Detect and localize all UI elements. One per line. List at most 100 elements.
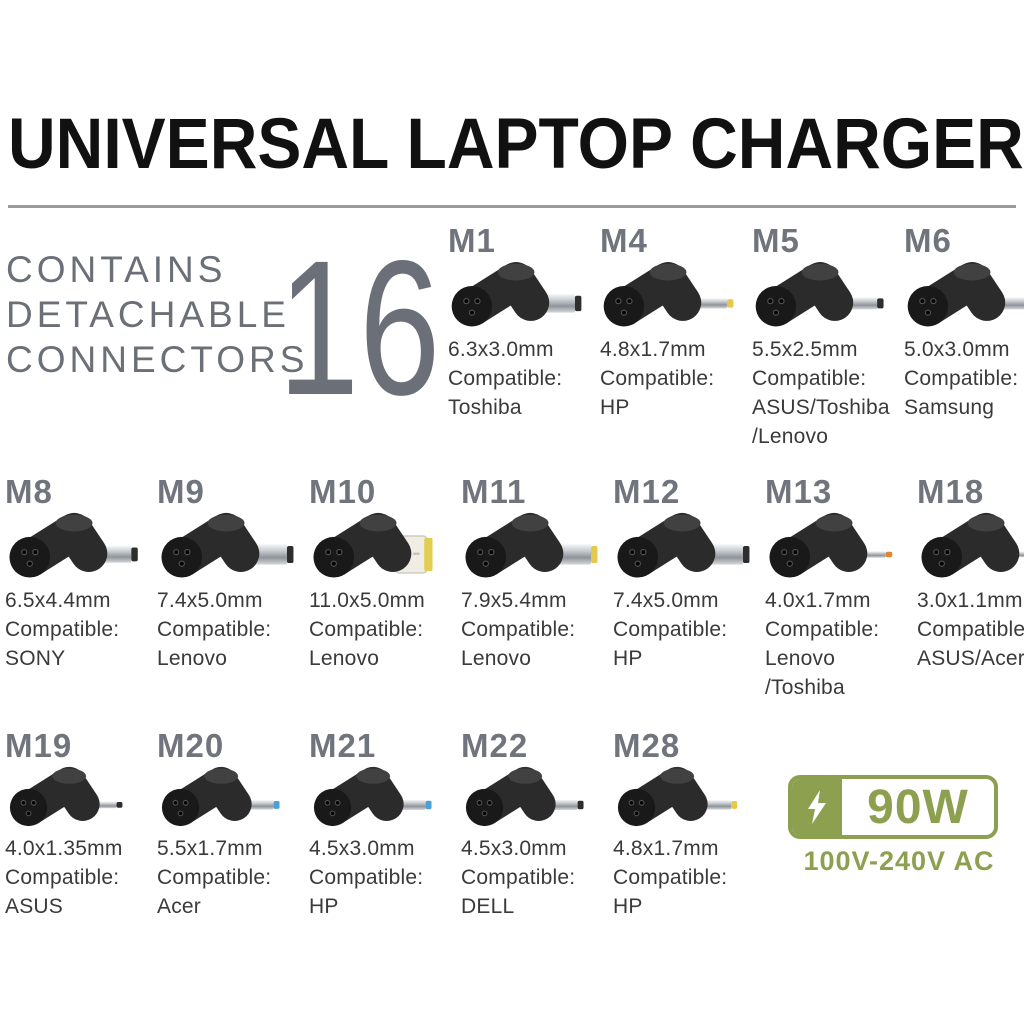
connector-size: 4.8x1.7mm [613,837,719,860]
connector-brand-line: Samsung [904,396,995,419]
connector-brand-line: ASUS/Acer [917,647,1024,670]
connector-spec: 11.0x5.0mm Compatible: Lenovo [309,586,461,673]
connector-spec: 5.0x3.0mm Compatible: Samsung [904,335,1024,422]
connector-card: M11 7.9x5.4mm Compatible: Lenovo [461,474,613,702]
connector-plug-illustration [309,512,461,584]
connector-model: M20 [157,727,225,764]
connector-row-3: M19 4.0x1.35mm Compatible: ASUS M20 5.5x… [5,728,765,921]
connector-plug-illustration [752,261,904,333]
connector-brand-line: /Toshiba [765,676,845,699]
connector-brand-line: DELL [461,895,515,918]
connector-brands: ASUS/Acer [917,644,1024,673]
connector-size: 7.4x5.0mm [613,589,719,612]
connector-compatible-label: Compatible: [752,367,867,390]
connector-brands: Samsung [904,393,1024,422]
connector-card: M28 4.8x1.7mm Compatible: HP [613,728,765,921]
connector-brand-line: HP [309,895,339,918]
connector-card: M8 6.5x4.4mm Compatible: SONY [5,474,157,702]
connector-plug-illustration [461,766,613,832]
connector-size: 4.0x1.7mm [765,589,871,612]
page-title: UNIVERSAL LAPTOP CHARGER [8,103,1024,183]
connector-compatible-label: Compatible: [461,866,576,889]
connector-brand-line: HP [613,895,643,918]
connector-size: 4.5x3.0mm [309,837,415,860]
connector-plug-illustration [613,512,765,584]
connector-compatible-label: Compatible: [309,866,424,889]
connector-count: 16 [278,220,441,435]
connector-size: 5.0x3.0mm [904,338,1010,361]
connector-compatible-label: Compatible: [5,866,120,889]
connector-brands: Lenovo [157,644,309,673]
connector-spec: 7.4x5.0mm Compatible: HP [613,586,765,673]
connector-compatible-label: Compatible: [448,367,563,390]
connector-brand-line: SONY [5,647,66,670]
connector-size: 7.4x5.0mm [157,589,263,612]
connector-card: M19 4.0x1.35mm Compatible: ASUS [5,728,157,921]
connector-size: 4.5x3.0mm [461,837,567,860]
connector-plug-illustration [5,512,157,584]
connector-brands: SONY [5,644,157,673]
connector-plug-illustration [5,766,157,832]
connector-size: 6.5x4.4mm [5,589,111,612]
connector-brands: Lenovo [309,644,461,673]
connector-brands: HP [600,393,752,422]
connector-size: 6.3x3.0mm [448,338,554,361]
connector-plug-illustration [157,512,309,584]
connector-model: M9 [157,473,205,510]
connector-brand-line: HP [600,396,630,419]
connector-plug-illustration [613,766,765,832]
connector-compatible-label: Compatible: [613,618,728,641]
connector-plug-illustration [461,512,613,584]
connector-model: M11 [461,473,527,510]
connector-brand-line: Toshiba [448,396,522,419]
contains-text-block: CONTAINS DETACHABLE CONNECTORS [6,247,308,382]
connector-spec: 7.9x5.4mm Compatible: Lenovo [461,586,613,673]
connector-brands: ASUS [5,892,157,921]
connector-compatible-label: Compatible: [157,618,272,641]
connector-brand-line: Lenovo [461,647,532,670]
contains-line-3: CONNECTORS [6,339,309,380]
lightning-bolt-icon [792,779,842,835]
connector-card: M13 4.0x1.7mm Compatible: Lenovo/Toshiba [765,474,917,702]
connector-brand-line: HP [613,647,643,670]
connector-spec: 4.5x3.0mm Compatible: DELL [461,834,613,921]
wattage-badge: 90W [788,775,998,839]
connector-spec: 4.5x3.0mm Compatible: HP [309,834,461,921]
connector-brands: HP [613,644,765,673]
connector-card: M4 4.8x1.7mm Compatible: HP [600,223,752,451]
connector-model: M18 [917,473,985,510]
connector-brands: Toshiba [448,393,600,422]
connector-spec: 6.5x4.4mm Compatible: SONY [5,586,157,673]
connector-size: 4.8x1.7mm [600,338,706,361]
connector-size: 7.9x5.4mm [461,589,567,612]
connector-compatible-label: Compatible: [461,618,576,641]
connector-card: M9 7.4x5.0mm Compatible: Lenovo [157,474,309,702]
connector-spec: 5.5x2.5mm Compatible: ASUS/Toshiba/Lenov… [752,335,904,451]
connector-brands: Lenovo [461,644,613,673]
connector-spec: 4.8x1.7mm Compatible: HP [600,335,752,422]
connector-row-2: M8 6.5x4.4mm Compatible: SONY M9 7.4x5.0… [5,474,1024,702]
connector-brand-line: Lenovo [309,647,380,670]
connector-plug-illustration [904,261,1024,333]
connector-size: 5.5x1.7mm [157,837,263,860]
connector-compatible-label: Compatible: [5,618,120,641]
connector-plug-illustration [917,512,1024,584]
connector-compatible-label: Compatible: [904,367,1019,390]
connector-spec: 7.4x5.0mm Compatible: Lenovo [157,586,309,673]
connector-size: 4.0x1.35mm [5,837,123,860]
contains-line-1: CONTAINS [6,249,227,290]
connector-model: M13 [765,473,833,510]
connector-card: M18 3.0x1.1mm Compatible: ASUS/Acer [917,474,1024,702]
connector-plug-illustration [309,766,461,832]
connector-model: M28 [613,727,681,764]
connector-compatible-label: Compatible: [765,618,880,641]
connector-plug-illustration [600,261,752,333]
connector-brand-line: Lenovo [157,647,228,670]
connector-size: 3.0x1.1mm [917,589,1023,612]
connector-plug-illustration [448,261,600,333]
connector-row-1: M1 6.3x3.0mm Compatible: Toshiba M4 4.8x… [448,223,1024,451]
connector-compatible-label: Compatible: [309,618,424,641]
connector-size: 11.0x5.0mm [309,589,425,612]
contains-line-2: DETACHABLE [6,294,290,335]
connector-model: M1 [448,222,496,259]
